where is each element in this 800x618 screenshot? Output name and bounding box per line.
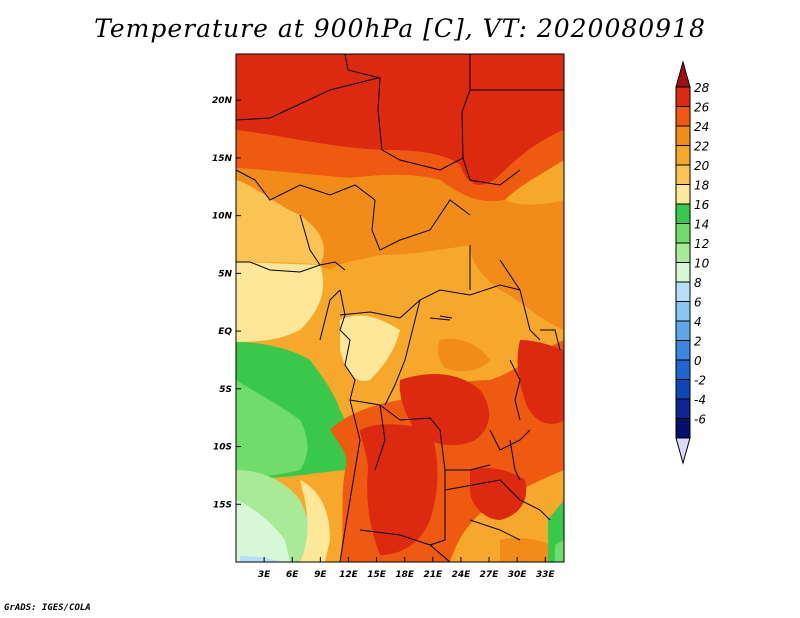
colorbar-segment: [675, 145, 691, 166]
colorbar-segment: [675, 125, 691, 146]
colorbar-label: 12: [694, 237, 709, 251]
colorbar-label: -6: [694, 413, 706, 427]
lat-tick-label: 10N: [212, 212, 233, 222]
colorbar-label: 6: [694, 296, 702, 310]
colorbar-label: 8: [694, 276, 702, 290]
colorbar-segment: [675, 418, 691, 439]
map-frame: [235, 53, 565, 563]
lon-tick-label: 9E: [314, 570, 327, 580]
colorbar-label: 0: [694, 354, 702, 368]
colorbar-segment: [675, 281, 691, 302]
colorbar-label: -2: [694, 374, 706, 388]
colorbar-segment: [675, 223, 691, 244]
lon-tick-label: 30E: [508, 570, 528, 580]
colorbar-segment: [675, 398, 691, 419]
lon-tick-label: 3E: [258, 570, 271, 580]
colorbar-segment: [675, 301, 691, 322]
colorbar-label: 20: [694, 159, 710, 173]
lat-tick-label: 20N: [212, 96, 233, 106]
lat-tick-label: 5S: [219, 385, 232, 395]
grads-credit: GrADS: IGES/COLA: [4, 603, 91, 613]
map-title: Temperature at 900hPa [C], VT: 202008091…: [94, 14, 706, 43]
temperature-field: [236, 54, 564, 562]
lat-tick-label: EQ: [218, 327, 232, 337]
lon-tick-label: 6E: [286, 570, 299, 580]
lon-tick-label: 12E: [339, 570, 359, 580]
colorbar-segment: [675, 320, 691, 341]
axis-ticks: 3E 6E 9E 12E 15E 18E 21E 24E 27E 30E 33E 20N 15N 10N 5…: [212, 96, 556, 580]
country-borders: [236, 54, 564, 562]
colorbar-label: 16: [694, 198, 710, 212]
colorbar-label: 24: [694, 120, 709, 134]
colorbar-segment: [675, 379, 691, 400]
colorbar-label: 26: [694, 101, 710, 115]
lon-tick-label: 15E: [367, 570, 387, 580]
colorbar-segment: [675, 106, 691, 127]
colorbar-label: 4: [694, 315, 702, 329]
colorbar-segment: [675, 86, 691, 107]
colorbar-label: -4: [694, 393, 706, 407]
colorbar-label: 18: [694, 179, 710, 193]
colorbar-label: 14: [694, 218, 709, 232]
colorbar-segment: [675, 340, 691, 361]
lat-tick-label: 10S: [213, 443, 232, 453]
colorbar-segment: [675, 242, 691, 263]
lat-tick-label: 15S: [213, 500, 232, 510]
lon-tick-label: 21E: [423, 570, 443, 580]
lon-tick-label: 33E: [536, 570, 556, 580]
colorbar-label: 10: [694, 257, 710, 271]
lat-tick-label: 5N: [218, 269, 232, 279]
lat-tick-label: 15N: [212, 154, 233, 164]
colorbar-segment: [675, 203, 691, 224]
lon-tick-label: 18E: [395, 570, 415, 580]
colorbar-bottom-arrow: [675, 437, 691, 465]
colorbar-top-arrow: [675, 60, 691, 88]
colorbar-label: 28: [694, 81, 710, 95]
colorbar-label: 22: [694, 140, 709, 154]
colorbar-segment: [675, 262, 691, 283]
colorbar-label: 2: [694, 335, 702, 349]
lon-tick-label: 24E: [452, 570, 472, 580]
lon-tick-label: 27E: [480, 570, 500, 580]
colorbar-segment: [675, 164, 691, 185]
colorbar-segment: [675, 359, 691, 380]
colorbar-segment: [675, 184, 691, 205]
